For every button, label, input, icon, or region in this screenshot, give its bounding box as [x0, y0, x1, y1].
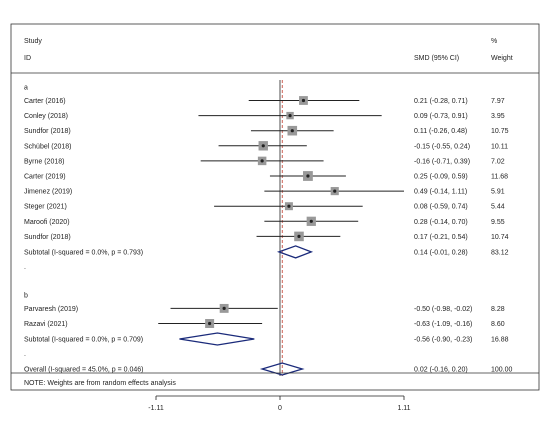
study-ci-text-9: 0.17 (-0.21, 0.54)	[414, 234, 468, 241]
point-estimate-5	[306, 174, 310, 178]
study-label-10: Parvaresh (2019)	[24, 306, 78, 313]
study-weight-10: 8.28	[491, 306, 505, 313]
study-ci-text-6: 0.49 (-0.14, 1.11)	[414, 189, 467, 196]
header-percent: %	[491, 38, 497, 45]
study-label-4: Byrne (2018)	[24, 158, 64, 165]
subtotal-diamond-11	[276, 245, 314, 259]
point-estimate-11	[208, 321, 212, 326]
subtotal-weight-16: 16.88	[491, 337, 509, 344]
point-estimate-3	[261, 144, 265, 148]
study-weight-3: 10.11	[491, 143, 508, 150]
study-ci-text-1: 0.09 (-0.73, 0.91)	[414, 113, 468, 120]
study-weight-5: 11.68	[491, 174, 508, 181]
study-label-8: Maroofi (2020)	[24, 219, 70, 226]
study-weight-4: 7.02	[491, 158, 505, 165]
point-estimate-0	[301, 98, 306, 103]
point-estimate-2	[290, 129, 294, 133]
x-tick-label-0: -1.11	[148, 405, 164, 412]
x-tick-label-1: 0	[278, 405, 282, 412]
study-weight-0: 7.97	[491, 98, 505, 105]
header-study: Study	[24, 38, 42, 45]
study-ci-text-2: 0.11 (-0.26, 0.48)	[414, 128, 467, 135]
point-estimate-1	[288, 114, 292, 118]
study-ci-text-7: 0.08 (-0.59, 0.74)	[414, 204, 468, 211]
point-estimate-10	[222, 306, 226, 310]
study-ci-text-11: -0.63 (-1.09, -0.16)	[414, 321, 472, 328]
spacer-dot-12: .	[24, 264, 26, 271]
study-ci-text-0: 0.21 (-0.28, 0.71)	[414, 98, 468, 105]
study-label-2: Sundfor (2018)	[24, 128, 71, 135]
study-label-3: Schübel (2018)	[24, 143, 71, 150]
subtotal-weight-11: 83.12	[491, 249, 509, 256]
study-weight-11: 8.60	[491, 321, 505, 328]
study-ci-text-8: 0.28 (-0.14, 0.70)	[414, 219, 468, 226]
study-weight-8: 9.55	[491, 219, 505, 226]
header-id: ID	[24, 55, 31, 62]
study-ci-text-5: 0.25 (-0.09, 0.59)	[414, 174, 468, 181]
point-estimate-7	[287, 204, 291, 208]
header-weight: Weight	[491, 55, 513, 62]
overall-ci-text-0: 0.02 (-0.16, 0.20)	[414, 367, 468, 374]
group-label-a: a	[24, 85, 28, 92]
plot-frame	[10, 23, 540, 391]
study-label-11: Razavi (2021)	[24, 321, 68, 328]
study-label-9: Sundfor (2018)	[24, 234, 71, 241]
point-estimate-6	[333, 189, 337, 193]
x-tick-label-2: 1.11	[397, 405, 410, 412]
study-weight-7: 5.44	[491, 204, 505, 211]
spacer-dot-17: .	[24, 351, 26, 358]
subtotal-label-16: Subtotal (I-squared = 0.0%, p = 0.709)	[24, 337, 143, 344]
point-estimate-4	[260, 159, 264, 163]
study-ci-text-4: -0.16 (-0.71, 0.39)	[414, 158, 470, 165]
study-ci-text-10: -0.50 (-0.98, -0.02)	[414, 306, 472, 313]
subtotal-diamond-16	[179, 332, 255, 346]
study-weight-6: 5.91	[491, 189, 505, 196]
subtotal-ci-text-16: -0.56 (-0.90, -0.23)	[414, 337, 472, 344]
study-label-7: Steger (2021)	[24, 204, 67, 211]
point-estimate-8	[309, 219, 313, 223]
study-weight-1: 3.95	[491, 113, 505, 120]
group-label-b: b	[24, 292, 28, 299]
weights-note: NOTE: Weights are from random effects an…	[24, 380, 176, 387]
study-weight-9: 10.74	[491, 234, 509, 241]
study-ci-text-3: -0.15 (-0.55, 0.24)	[414, 143, 470, 150]
study-weight-2: 10.75	[491, 128, 509, 135]
study-label-1: Conley (2018)	[24, 113, 68, 120]
overall-label-0: Overall (I-squared = 45.0%, p = 0.046)	[24, 367, 143, 374]
overall-weight-0: 100.00	[491, 367, 513, 374]
subtotal-label-11: Subtotal (I-squared = 0.0%, p = 0.793)	[24, 249, 143, 256]
subtotal-ci-text-11: 0.14 (-0.01, 0.28)	[414, 249, 468, 256]
study-label-6: Jimenez (2019)	[24, 189, 72, 196]
header-smd: SMD (95% CI)	[414, 55, 459, 62]
point-estimate-9	[297, 234, 301, 238]
study-label-5: Carter (2019)	[24, 174, 66, 181]
study-label-0: Carter (2016)	[24, 98, 66, 105]
